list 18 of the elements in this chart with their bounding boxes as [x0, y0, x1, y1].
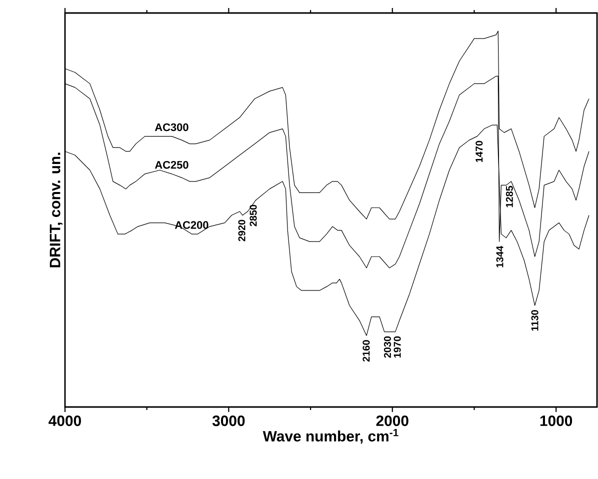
annotation: 1130	[531, 310, 538, 331]
annotation: 1344	[496, 246, 504, 268]
x-tick-label: 4000	[48, 415, 81, 426]
annotation: 2030	[384, 336, 392, 358]
series-label: AC250	[154, 160, 188, 169]
series-label: AC300	[154, 123, 188, 132]
x-axis-title: Wave number, cm$^{-1}$	[262, 428, 398, 444]
y-axis-title: DRIFT, conv. un.	[50, 152, 62, 268]
annotation: 2850	[250, 204, 257, 226]
annotation: 1970	[394, 336, 401, 358]
series-label: AC200	[174, 221, 208, 229]
annotation: 1285	[506, 186, 513, 208]
annotation: 2920	[238, 220, 246, 242]
x-tick-label: 2000	[376, 415, 408, 426]
annotation: 1470	[476, 140, 483, 162]
x-tick-label: 3000	[212, 415, 245, 426]
x-tick-label: 1000	[540, 415, 572, 426]
annotation: 2160	[362, 340, 370, 362]
